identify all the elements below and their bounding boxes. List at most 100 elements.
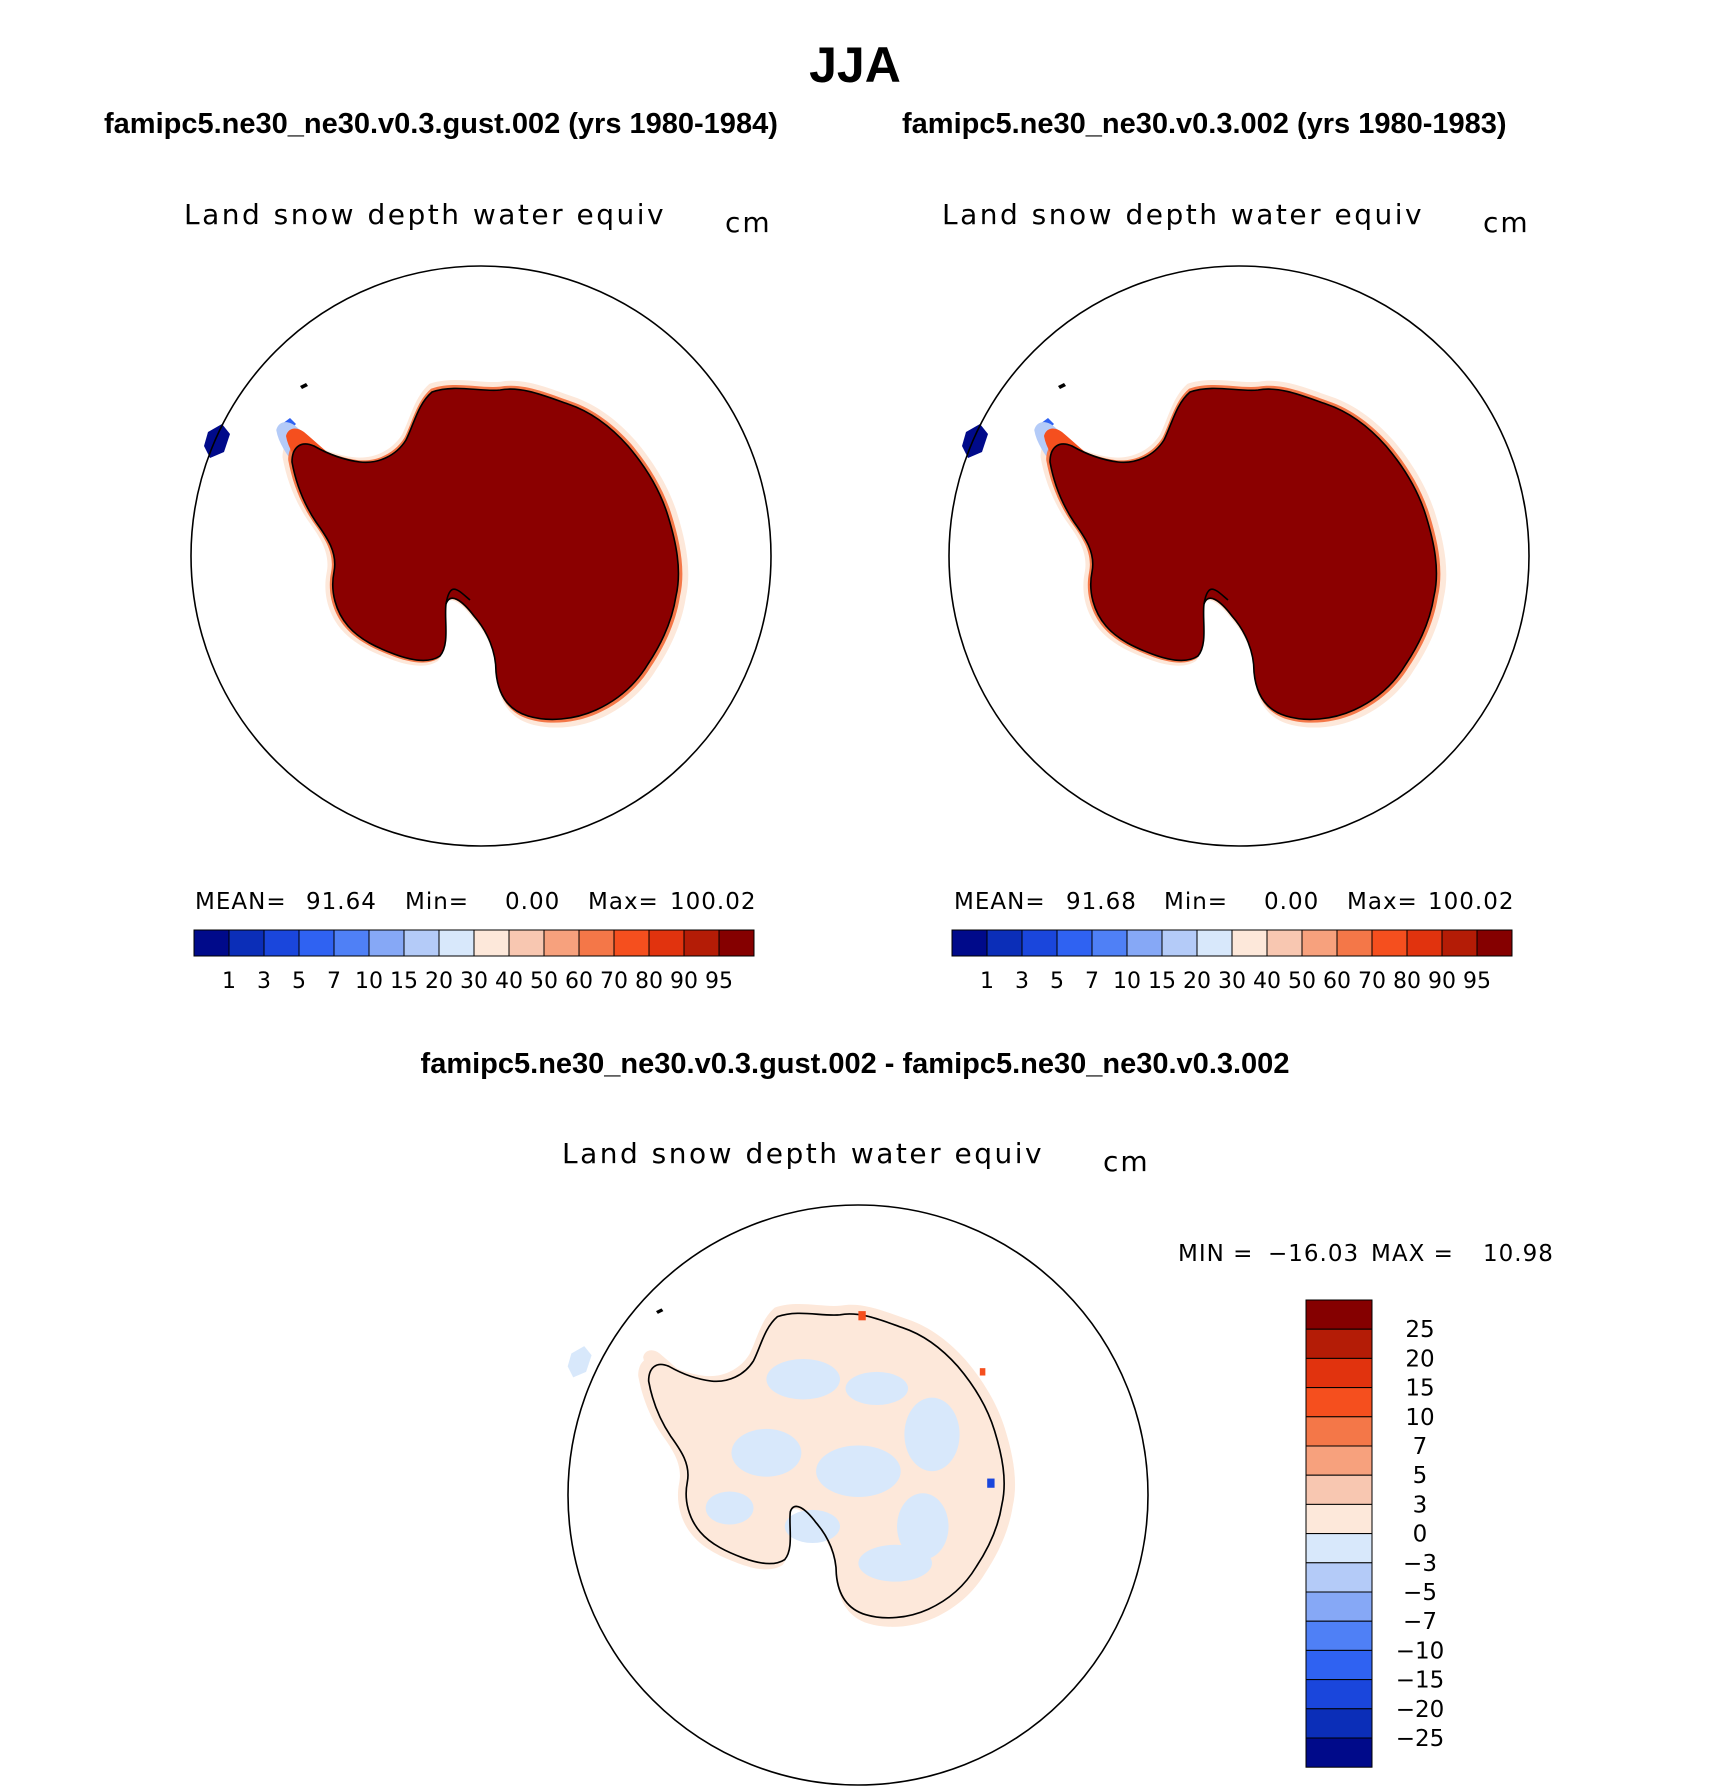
colorbar-box [438,929,475,957]
island [300,383,308,389]
coast-band [1046,385,1441,723]
colorbar-box [1305,1299,1373,1330]
island [204,424,230,458]
colorbar-box [986,929,1023,957]
colorbar-tick-label: 70 [600,969,628,994]
colorbar-tick-label: 7 [327,969,341,994]
negative-anomaly [766,1358,840,1400]
colorbar-tick-label: −5 [1403,1580,1437,1606]
colorbar-box [1305,1445,1373,1476]
page-title: JJA [809,37,901,93]
panel2-antarctica [962,379,1447,728]
negative-anomaly [987,1478,995,1488]
colorbar-tick-label: 3 [1413,1492,1428,1518]
difference-title: famipc5.ne30_ne30.v0.3.gust.002 - famipc… [420,1048,1290,1080]
difference-min-value: −16.03 [1268,1241,1360,1267]
peninsula [1044,428,1104,500]
coast-fringe [638,1304,1016,1627]
panel2-min-value: 0.00 [1264,889,1320,915]
colorbar-box [1231,929,1268,957]
colorbar-tick-label: 30 [1218,969,1246,994]
colorbar-box [1406,929,1443,957]
colorbar-box [1305,1416,1373,1447]
colorbar-box [543,929,580,957]
colorbar-box [578,929,615,957]
difference-antarctica [567,1304,1016,1627]
positive-anomaly [858,1311,866,1321]
colorbar-box [1305,1649,1373,1681]
colorbar-tick-label: 40 [1253,969,1281,994]
continent [1049,387,1438,721]
colorbar-tick-label: 0 [1413,1522,1428,1548]
panel2-map-boundary [948,265,1530,847]
colorbar-box [1196,929,1233,957]
difference-map-boundary [567,1204,1149,1786]
colorbar-box [1266,929,1303,957]
colorbar-box [193,929,230,957]
colorbar-tick-label: 95 [705,969,733,994]
peninsula [286,428,346,500]
colorbar-tick-label: −25 [1396,1726,1445,1752]
colorbar-tick-label: 90 [670,969,698,994]
colorbar-box [1301,929,1338,957]
island [567,1346,592,1378]
colorbar-box [1056,929,1093,957]
panel2-variable-label: Land snow depth water equiv [942,198,1425,231]
colorbar-tick-label: 15 [390,969,418,994]
colorbar-tick-label: 7 [1413,1434,1428,1460]
negative-anomaly [784,1509,840,1543]
colorbar-tick-label: 70 [1358,969,1386,994]
colorbar-tick-label: 15 [1405,1376,1434,1402]
colorbar-tick-label: 80 [1393,969,1421,994]
colorbar-box [1305,1591,1373,1622]
colorbar-box [1305,1357,1373,1389]
panel1-colorbar: 1 3 5 7 10 15 20 30 40 50 60 70 80 90 95 [193,929,755,994]
colorbar-box [298,929,335,957]
colorbar-tick-label: 10 [355,969,383,994]
colorbar-tick-label: 40 [495,969,523,994]
colorbar-tick-label: 60 [1323,969,1351,994]
difference-colorbar: 25 20 15 10 7 5 3 0 −3 −5 −7 −10 −15 −20 −25 [1305,1299,1445,1768]
panel1-max-label: Max= [588,889,659,915]
colorbar-tick-label: 95 [1463,969,1491,994]
positive-anomaly [979,1368,986,1376]
panel1-max-value: 100.02 [670,889,757,915]
colorbar-tick-label: 5 [1050,969,1064,994]
colorbar-tick-label: 1 [980,969,994,994]
peninsula [643,1350,699,1416]
colorbar-tick-label: 10 [1113,969,1141,994]
peninsula-fringe [1034,422,1098,498]
panel2-max-value: 100.02 [1428,889,1515,915]
colorbar-box [1305,1474,1373,1505]
continent [291,387,680,721]
difference-units-label: cm [1103,1145,1150,1178]
colorbar-box [1305,1620,1373,1651]
colorbar-tick-label: 5 [1413,1463,1428,1489]
colorbar-box [613,929,650,957]
colorbar-box [1126,929,1163,957]
colorbar-box [508,929,545,957]
colorbar-box [228,929,265,957]
panel2-case-title: famipc5.ne30_ne30.v0.3.002 (yrs 1980-198… [902,108,1507,140]
peninsula-fringe [276,422,340,498]
negative-anomaly [816,1445,901,1497]
island [962,424,988,458]
difference-variable-label: Land snow depth water equiv [562,1137,1045,1170]
panel2-units-label: cm [1483,206,1530,239]
colorbar-box [368,929,405,957]
colorbar-tick-label: 30 [460,969,488,994]
panel1-map-boundary [190,265,772,847]
colorbar-box [1305,1533,1373,1564]
colorbar-box [403,929,440,957]
colorbar-box [648,929,685,957]
coastline [647,1312,1005,1619]
colorbar-tick-label: 15 [1148,969,1176,994]
colorbar-box [1305,1503,1373,1535]
colorbar-box [1305,1679,1373,1710]
panel1-units-label: cm [725,206,772,239]
panel1-min-label: Min= [405,889,470,915]
colorbar-box [1305,1328,1373,1359]
negative-anomaly [897,1493,949,1560]
panel2-mean-value: 91.68 [1066,889,1137,915]
negative-anomaly [705,1491,754,1525]
